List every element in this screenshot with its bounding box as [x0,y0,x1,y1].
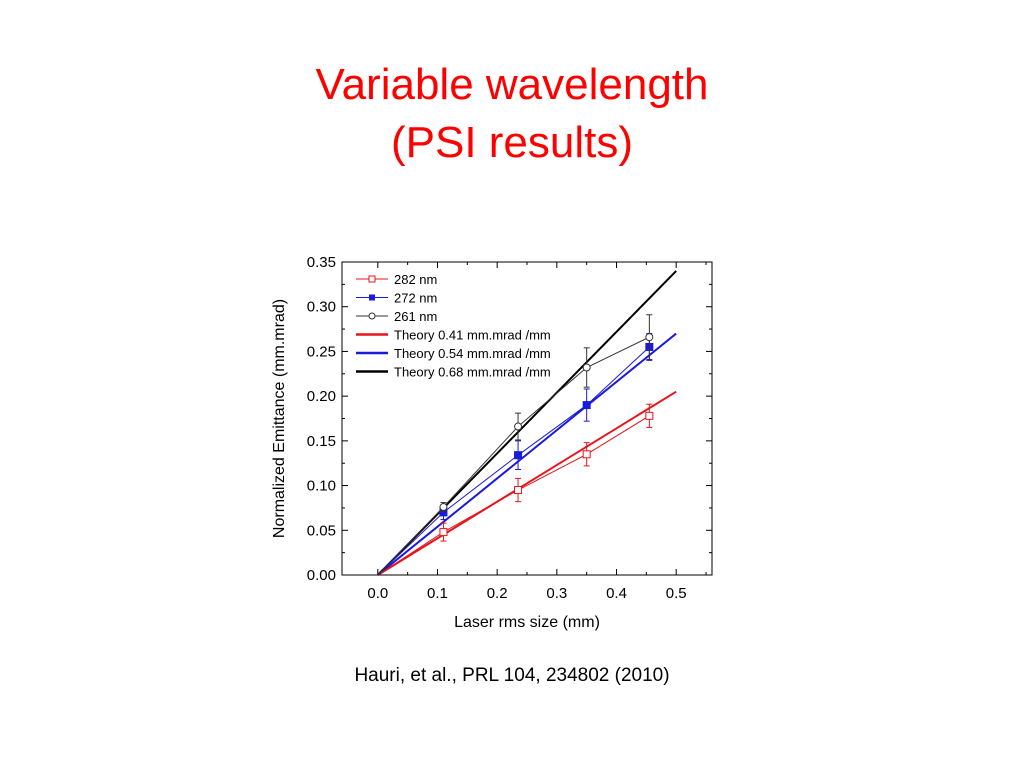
legend-label: 261 nm [394,309,437,324]
x-tick-label: 0.1 [427,585,448,602]
legend-label: Theory 0.41 mm.mrad /mm [394,328,551,343]
slide-title-line-2: (PSI results) [390,118,634,167]
data-point [514,451,523,460]
legend-label: Theory 0.54 mm.mrad /mm [394,346,551,361]
data-point [439,503,448,512]
y-tick-label: 0.25 [307,343,336,360]
legend: 282 nm 272 nm 261 nm Theory 0.41 mm.mrad /m… [356,272,551,380]
x-tick-label: 0.0 [367,585,388,602]
x-tick-label: 0.2 [487,585,508,602]
legend-marker [368,312,376,320]
y-tick-label: 0.35 [307,254,336,271]
legend-marker [369,294,375,301]
x-axis-label: Laser rms size (mm) [454,614,600,631]
theory-line [377,332,677,576]
data-point [582,363,591,372]
y-tick-label: 0.30 [307,299,336,316]
data-point [645,411,654,420]
y-tick-label: 0.20 [307,388,336,405]
theory-line [377,270,677,576]
legend-marker [368,275,376,283]
y-tick-label: 0.00 [307,567,336,584]
slide-title-line-1: Variable wavelength [315,60,709,109]
y-axis-label: Normalized Emittance (mm.mrad) [271,299,288,538]
y-tick-label: 0.10 [307,478,336,495]
y-tick-label: 0.15 [307,433,336,450]
x-tick-label: 0.3 [546,585,567,602]
legend-label: 272 nm [394,291,437,306]
y-tick-label: 0.05 [307,522,336,539]
theory-line [377,390,677,576]
data-point [582,401,591,410]
data-point [439,528,448,537]
legend-label: Theory 0.68 mm.mrad /mm [394,365,551,380]
slide-title: Variable wavelength (PSI results) [0,56,1024,172]
citation: Hauri, et al., PRL 104, 234802 (2010) [354,665,670,686]
data-point [582,450,591,459]
x-tick-label: 0.4 [606,585,627,602]
emittance-chart: 0.00 0.05 0.10 0.15 0.20 0.25 0.30 0.35 0.0 0.1 0.… [271,254,713,631]
x-tick-label: 0.5 [666,585,687,602]
data-point [514,486,523,495]
data-point [645,333,654,342]
legend-label: 282 nm [394,272,437,287]
data-point [514,422,523,431]
